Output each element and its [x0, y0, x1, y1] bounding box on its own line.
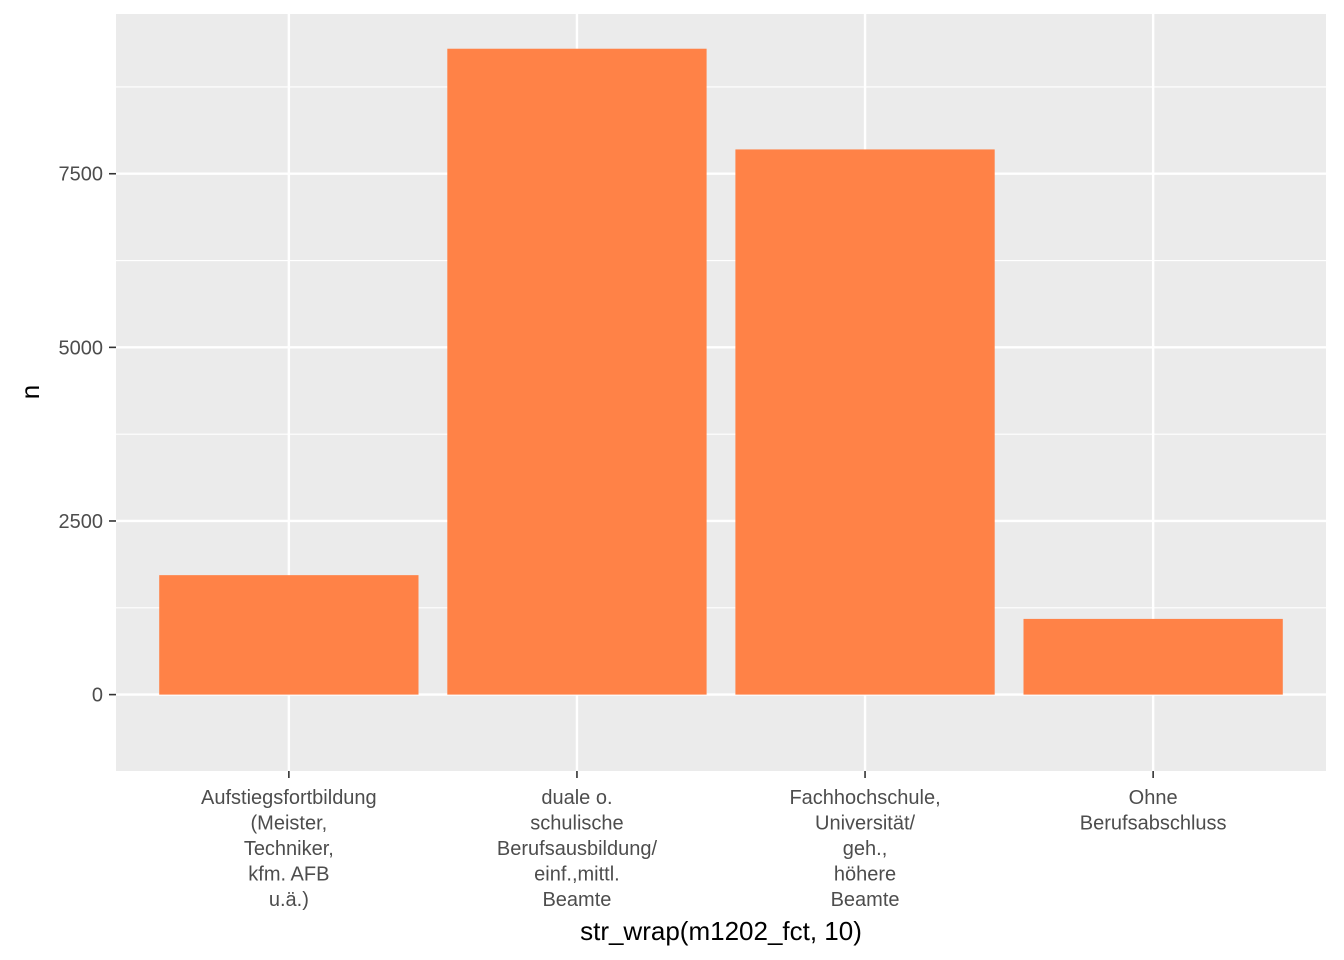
bar [447, 48, 707, 695]
y-tick-label: 7500 [59, 164, 104, 186]
x-tick-label-line: einf.,mittl. [534, 864, 620, 886]
x-tick-label: duale o. schulische Berufsausbildung/einf.… [497, 787, 658, 911]
x-tick-label-line: Beamte [831, 889, 900, 911]
x-tick-label: Fachhochschule, Universität/geh., höhere Be… [789, 787, 940, 911]
x-tick-label-line: (Meister, [251, 813, 328, 835]
x-tick-label-line: geh., [843, 838, 887, 860]
bar [735, 149, 995, 695]
x-axis-title: str_wrap(m1202_fct, 10) [580, 916, 862, 946]
x-tick-label-line: Berufsausbildung/ [497, 838, 658, 860]
y-tick-label: 0 [92, 685, 103, 707]
x-tick-label: Aufstiegsfortbildung (Meister, Techniker, k… [201, 787, 377, 911]
x-tick-label-line: u.ä.) [269, 889, 309, 911]
bar [159, 575, 419, 695]
x-tick-label-line: Fachhochschule, [789, 787, 940, 809]
y-axis-title: n [15, 385, 45, 399]
y-axis: 0 2500 5000 7500 [59, 164, 116, 707]
y-tick-label: 2500 [59, 511, 104, 533]
x-tick-label: Ohne Berufsabschluss [1080, 787, 1227, 835]
x-tick-label-line: Techniker, [244, 838, 334, 860]
y-tick-label: 5000 [59, 337, 104, 359]
x-axis: Aufstiegsfortbildung (Meister, Techniker, k… [201, 771, 1227, 911]
x-tick-label-line: Universität/ [815, 813, 915, 835]
x-tick-label-line: Berufsabschluss [1080, 813, 1227, 835]
bar [1023, 618, 1283, 695]
x-tick-label-line: Beamte [542, 889, 611, 911]
x-tick-label-line: duale o. [541, 787, 612, 809]
x-tick-label-line: höhere [834, 864, 896, 886]
x-tick-label-line: schulische [530, 813, 623, 835]
x-tick-label-line: Ohne [1129, 787, 1178, 809]
x-tick-label-line: Aufstiegsfortbildung [201, 787, 377, 809]
bars [159, 48, 1283, 695]
x-tick-label-line: kfm. AFB [248, 864, 329, 886]
